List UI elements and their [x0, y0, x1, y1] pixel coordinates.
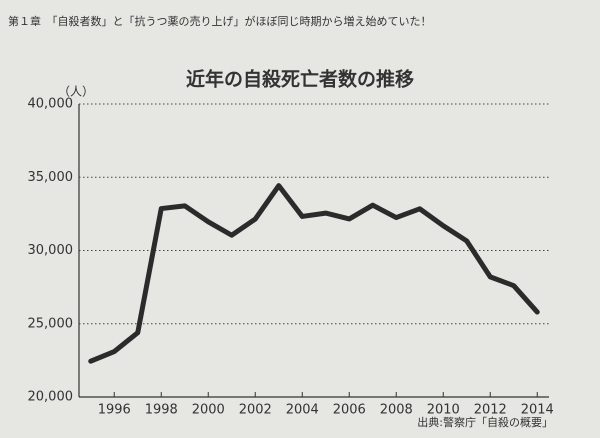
y-tick-label: 40,000 [28, 97, 74, 112]
x-tick-label: 2010 [427, 403, 460, 418]
x-tick-label: 2002 [239, 403, 272, 418]
x-tick-label: 2008 [380, 403, 413, 418]
x-tick-label: 2000 [192, 403, 225, 418]
source: 出典:警察庁「自殺の概要」 [417, 415, 553, 429]
x-tick-label: 1998 [145, 403, 178, 418]
y-tick-label: 30,000 [28, 243, 74, 258]
y-tick-label: 20,000 [28, 390, 74, 405]
x-tick-label: 2014 [521, 403, 554, 418]
chapter-header: 第１章 「自殺者数」と「抗うつ薬の売り上げ」がほぼ同じ時期から増え始めていた！ [8, 14, 432, 28]
data-line [88, 183, 540, 364]
x-tick-label: 2012 [474, 403, 507, 418]
x-tick-label: 2006 [333, 403, 366, 418]
y-tick-label: 35,000 [28, 170, 74, 185]
y-unit: （人） [58, 85, 94, 99]
x-tick-label: 1996 [98, 403, 131, 418]
chart-title: 近年の自殺死亡者数の推移 [186, 68, 414, 91]
x-tick-label: 2004 [286, 403, 319, 418]
y-tick-label: 25,000 [28, 316, 74, 331]
